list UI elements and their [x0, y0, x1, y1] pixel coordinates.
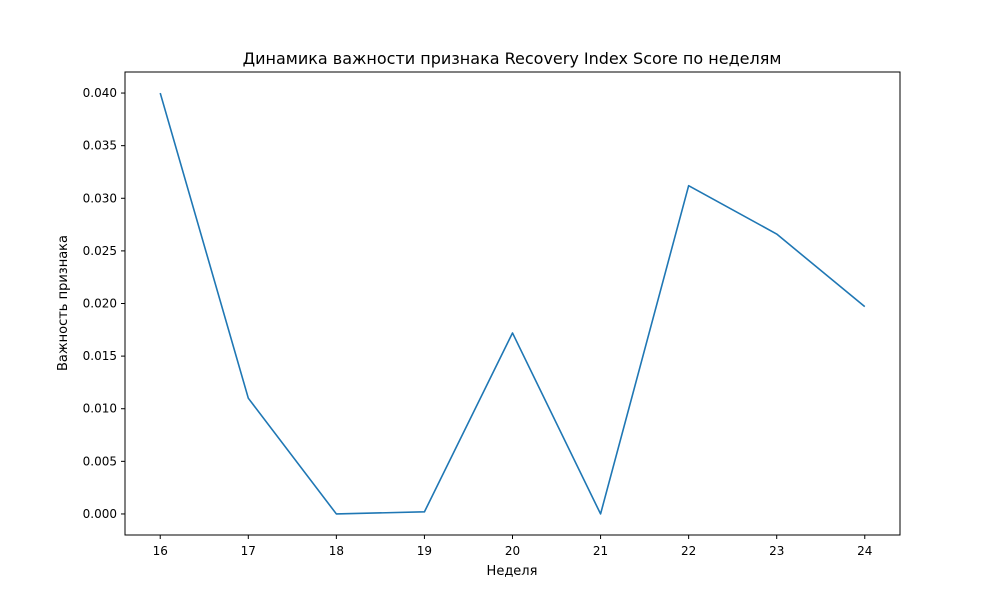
x-tick-label: 19: [417, 544, 432, 558]
x-tick-label: 23: [769, 544, 784, 558]
chart-title: Динамика важности признака Recovery Inde…: [243, 49, 782, 68]
x-tick-label: 20: [505, 544, 520, 558]
x-tick-label: 22: [681, 544, 696, 558]
y-tick-label: 0.000: [83, 507, 117, 521]
x-tick-label: 21: [593, 544, 608, 558]
x-tick-label: 16: [153, 544, 168, 558]
y-tick-label: 0.005: [83, 454, 117, 468]
y-tick-label: 0.015: [83, 349, 117, 363]
y-tick-label: 0.035: [83, 139, 117, 153]
y-tick-label: 0.010: [83, 402, 117, 416]
y-tick-label: 0.040: [83, 86, 117, 100]
y-axis-label: Важность признака: [56, 235, 71, 371]
x-tick-label: 17: [241, 544, 256, 558]
y-tick-label: 0.025: [83, 244, 117, 258]
plot-area: 16 17 18 19 20 21 22 23 24 0.000 0.005 0.010 0.015 0.…: [83, 71, 901, 558]
y-tick-label: 0.020: [83, 297, 117, 311]
y-tick-label: 0.030: [83, 191, 117, 205]
x-axis-label: Неделя: [487, 564, 538, 579]
x-tick-label: 24: [857, 544, 872, 558]
x-tick-label: 18: [329, 544, 344, 558]
